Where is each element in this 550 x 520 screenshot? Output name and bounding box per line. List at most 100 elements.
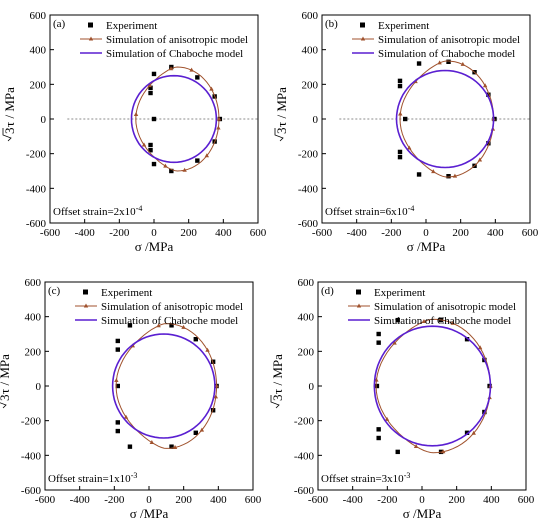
y-tick-label: 400	[302, 45, 319, 57]
anisotropic-curve	[375, 318, 492, 454]
y-axis-radicand: 3	[274, 128, 289, 135]
experiment-point	[193, 337, 198, 342]
panel-label: (d)	[321, 285, 334, 297]
legend-label: Experiment	[106, 20, 157, 32]
panel-label: (a)	[53, 18, 66, 30]
y-axis-label: τ / MPa	[274, 87, 289, 127]
chaboche-curve	[373, 325, 492, 447]
anisotropic-marker	[114, 378, 119, 383]
experiment-point	[148, 148, 153, 153]
y-tick-label: -600	[21, 485, 42, 497]
y-axis-radicand: 3	[0, 395, 12, 402]
y-tick-label: 400	[298, 312, 315, 324]
experiment-point	[403, 116, 408, 122]
x-tick-label: -200	[377, 494, 398, 506]
plot-frame	[44, 281, 254, 491]
anisotropic-marker	[213, 394, 219, 399]
x-tick-label: 400	[210, 494, 227, 506]
anisotropic-marker	[209, 86, 214, 91]
experiment-point	[169, 323, 174, 328]
x-tick-label: -600	[35, 494, 56, 506]
x-tick-label: -600	[40, 227, 61, 239]
x-tick-label: 400	[215, 227, 232, 239]
experiment-point	[148, 85, 153, 90]
experiment-point	[397, 149, 403, 155]
x-tick-label: 200	[452, 227, 469, 239]
y-tick-label: 200	[302, 79, 319, 91]
y-tick-label: -200	[294, 416, 315, 428]
anisotropic-marker	[407, 145, 412, 150]
y-tick-label: 600	[30, 10, 47, 22]
legend-label: Simulation of Chaboche model	[374, 315, 511, 327]
legend-label: Experiment	[378, 20, 429, 32]
chaboche-curve	[395, 69, 495, 169]
anisotropic-marker	[189, 67, 194, 72]
anisotropic-marker	[181, 324, 186, 329]
experiment-point	[376, 340, 381, 345]
y-tick-label: 0	[36, 381, 42, 393]
y-axis-label: τ / MPa	[0, 354, 12, 394]
legend-label: Simulation of Chaboche model	[378, 48, 515, 60]
annotation-exponent: -3	[404, 471, 411, 480]
panel-b: -600 -400 -200 0 200 400 600 -600 -400 -200 0 200 40…	[274, 10, 539, 254]
x-tick-label: 600	[518, 494, 535, 506]
experiment-point	[195, 158, 200, 163]
sqrt-symbol	[0, 395, 7, 409]
x-tick-label: -400	[70, 494, 91, 506]
x-tick-label: -600	[312, 227, 333, 239]
experiment-point	[151, 116, 157, 122]
experiment-point	[151, 161, 157, 167]
experiment-point	[416, 61, 422, 66]
anisotropic-marker	[431, 169, 436, 174]
anisotropic-marker	[149, 440, 155, 445]
y-axis-label: τ / MPa	[270, 354, 285, 394]
experiment-point	[148, 90, 153, 96]
y-tick-label: 600	[25, 277, 42, 289]
experiment-point	[127, 323, 133, 328]
experiment-point	[376, 435, 381, 441]
anisotropic-marker	[421, 319, 427, 324]
experiment-point	[446, 59, 451, 64]
x-tick-label: -400	[347, 227, 368, 239]
y-tick-label: -400	[294, 450, 315, 462]
annotation-exponent: -4	[408, 204, 415, 213]
experiment-point	[169, 444, 174, 449]
y-tick-label: -400	[21, 450, 42, 462]
experiment-point	[395, 449, 400, 455]
legend-marker-anisotropic	[83, 303, 89, 308]
anisotropic-marker	[477, 345, 483, 350]
anisotropic-marker	[440, 449, 446, 454]
experiment-point	[486, 141, 491, 146]
y-tick-label: 600	[298, 277, 315, 289]
x-tick-label: -600	[308, 494, 329, 506]
y-tick-label: -600	[26, 218, 47, 230]
y-tick-label: 200	[30, 79, 47, 91]
legend-label: Simulation of Chaboche model	[106, 48, 243, 60]
y-tick-label: -400	[26, 183, 47, 195]
x-tick-label: 400	[483, 494, 500, 506]
sqrt-symbol	[274, 128, 284, 142]
annotation-text: Offset strain=1x10	[48, 473, 131, 485]
x-tick-label: 0	[419, 494, 425, 506]
anisotropic-curve	[135, 66, 220, 172]
experiment-point	[115, 383, 120, 389]
y-tick-label: 0	[309, 381, 315, 393]
anisotropic-marker	[147, 83, 152, 88]
offset-strain-annotation: Offset strain=6x10-4	[325, 204, 414, 218]
legend-marker-experiment	[356, 289, 361, 295]
y-axis-label: τ / MPa	[2, 87, 17, 127]
y-tick-label: 400	[25, 312, 42, 324]
legend-label: Simulation of Chaboche model	[101, 315, 238, 327]
anisotropic-marker	[123, 414, 129, 419]
experiment-point	[127, 444, 133, 449]
x-tick-label: -200	[381, 227, 402, 239]
y-tick-label: 400	[30, 45, 47, 57]
experiment-point	[148, 142, 153, 148]
x-axis-title: σ /MPa	[130, 506, 169, 520]
panel-d: -600 -400 -200 0 200 400 600 -600 -400 -200 0 200 40…	[270, 277, 535, 520]
anisotropic-marker	[392, 340, 397, 345]
x-tick-label: 400	[487, 227, 504, 239]
anisotropic-marker	[452, 173, 458, 178]
anisotropic-marker	[172, 444, 178, 449]
x-axis-title: σ /MPa	[403, 506, 442, 520]
